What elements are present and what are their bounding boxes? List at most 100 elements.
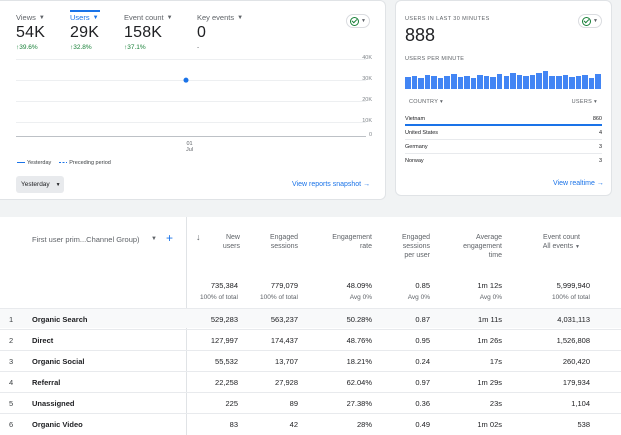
gridline (16, 122, 366, 123)
event-filter-dropdown[interactable]: All events (542, 243, 574, 250)
minute-bar[interactable] (424, 74, 431, 89)
table-row[interactable]: 2 Direct 127,997 174,437 48.76% 0.95 1m … (0, 329, 621, 349)
minute-bar[interactable] (405, 76, 411, 89)
metric-value: 54K (16, 24, 46, 41)
metric-label: Key events (197, 13, 235, 22)
column-header-avg-engagement-time[interactable]: Average engagement time (463, 234, 502, 259)
table-row[interactable]: 5 Unassigned 225 89 27.38% 0.36 23s 1,10… (0, 392, 621, 412)
minute-bar[interactable] (536, 72, 542, 89)
table-row[interactable]: 4 Referral 22,258 27,928 62.04% 0.97 1m … (0, 371, 621, 391)
gridline (16, 80, 366, 81)
data-quality-button[interactable]: ▼ (346, 14, 370, 28)
check-circle-icon (582, 16, 592, 26)
view-reports-snapshot-link[interactable]: View reports snapshot → (292, 181, 371, 188)
minute-bar[interactable] (464, 75, 470, 89)
caret-down-icon: ▼ (575, 244, 580, 250)
minute-bar[interactable] (444, 75, 450, 89)
view-realtime-link[interactable]: View realtime → (553, 180, 604, 187)
minute-bar[interactable] (549, 75, 556, 89)
users-line-chart (183, 77, 189, 83)
minute-bar[interactable] (490, 76, 496, 89)
add-dimension-icon[interactable]: + (166, 231, 174, 245)
date-range-label: Yesterday (21, 181, 50, 188)
date-range-dropdown[interactable]: Yesterday ▼ (16, 176, 64, 193)
minute-bar[interactable] (510, 73, 516, 89)
column-header-engaged-sessions[interactable]: Engaged sessions (269, 234, 298, 250)
minute-bar[interactable] (411, 75, 418, 89)
minute-bar[interactable] (575, 75, 582, 89)
column-header-event-count[interactable]: Event count All events ▼ (542, 234, 580, 250)
metric-views[interactable]: Views ▼ 54K ↑39.6% (16, 13, 45, 51)
caret-down-icon: ▾ (593, 99, 597, 105)
total-value: 48.09% (346, 281, 372, 290)
minute-bar[interactable] (569, 76, 575, 89)
users-column-header[interactable]: USERS ▾ (571, 99, 597, 105)
table-row[interactable]: 1 Organic Search 529,283 563,237 50.28% … (0, 308, 621, 328)
table-row[interactable]: 6 Organic Video 83 42 28% 0.49 1m 02s 53… (0, 413, 621, 433)
dimension-selector[interactable]: First user prim...Channel Group) (32, 235, 140, 244)
total-value: 0.85 (415, 281, 430, 290)
channel-name: Referral (32, 378, 61, 387)
minute-bar[interactable] (542, 71, 549, 89)
minute-bar[interactable] (529, 74, 536, 89)
column-header-new-users[interactable]: New users (222, 234, 240, 250)
metric-users[interactable]: Users ▼ 29K ↑32.8% (70, 13, 99, 51)
share-bar (405, 124, 602, 126)
total-value: 779,079 (270, 281, 298, 290)
arrow-up-icon: ↑ (124, 44, 128, 51)
total-sub: 100% of total (200, 294, 238, 301)
metric-change: - (197, 44, 200, 51)
total-value: 1m 12s (477, 281, 502, 290)
minute-bar[interactable] (516, 75, 523, 89)
column-header-engagement-rate[interactable]: Engagement rate (332, 234, 372, 250)
per-minute-label: USERS PER MINUTE (405, 56, 465, 62)
metric-change: 39.6% (19, 44, 38, 51)
minute-bar[interactable] (496, 74, 503, 89)
total-sub: Avg 0% (349, 294, 372, 301)
realtime-count: 888 (405, 25, 436, 45)
minute-bar[interactable] (431, 76, 437, 89)
country-column-header[interactable]: COUNTRY ▾ (409, 99, 443, 105)
minute-bar[interactable] (437, 77, 444, 89)
sort-arrow-down-icon[interactable]: ↓ (196, 232, 201, 242)
arrow-right-icon: → (596, 180, 604, 187)
minute-bar[interactable] (523, 76, 529, 89)
metric-value: 29K (70, 24, 100, 41)
metric-label: Users (70, 13, 90, 22)
channel-name: Organic Video (32, 420, 83, 429)
metric-event-count[interactable]: Event count ▼ 158K ↑37.1% (124, 13, 173, 51)
minute-bar[interactable] (556, 76, 562, 89)
minute-bar[interactable] (588, 78, 595, 89)
minute-bar[interactable] (450, 73, 457, 89)
metric-label: Event count (124, 13, 164, 22)
minute-bar[interactable] (582, 74, 588, 89)
minute-bar[interactable] (562, 75, 569, 89)
channel-name: Unassigned (32, 399, 75, 408)
channel-name: Organic Social (32, 357, 85, 366)
chevron-down-icon: ▼ (361, 18, 366, 24)
minute-bar[interactable] (483, 76, 490, 89)
data-point[interactable] (183, 77, 189, 83)
minute-bar[interactable] (470, 78, 477, 89)
minute-bar[interactable] (477, 75, 483, 89)
x-tick-day: 01 (186, 141, 193, 147)
channel-name: Direct (32, 336, 54, 345)
data-quality-button[interactable]: ▼ (578, 14, 602, 28)
minute-bar[interactable] (595, 73, 601, 89)
total-sub: Avg 0% (407, 294, 430, 301)
metric-key-events[interactable]: Key events ▼ 0 - (197, 13, 243, 51)
metric-value: 0 (197, 24, 207, 41)
caret-down-icon: ▼ (237, 14, 244, 21)
table-row[interactable]: 3 Organic Social 55,532 13,707 18.21% 0.… (0, 350, 621, 370)
metric-value: 158K (124, 24, 163, 41)
column-header-sessions-per-user[interactable]: Engaged sessions per user (401, 234, 430, 259)
y-tick: 40K (362, 55, 372, 61)
minute-bar[interactable] (503, 75, 510, 89)
y-tick: 30K (362, 76, 372, 82)
total-sub: Avg 0% (479, 294, 502, 301)
y-tick: 20K (362, 97, 372, 103)
legend-previous: Preceding period (59, 160, 111, 166)
caret-down-icon[interactable]: ▼ (151, 236, 157, 242)
minute-bar[interactable] (457, 76, 464, 89)
minute-bar[interactable] (418, 78, 424, 89)
